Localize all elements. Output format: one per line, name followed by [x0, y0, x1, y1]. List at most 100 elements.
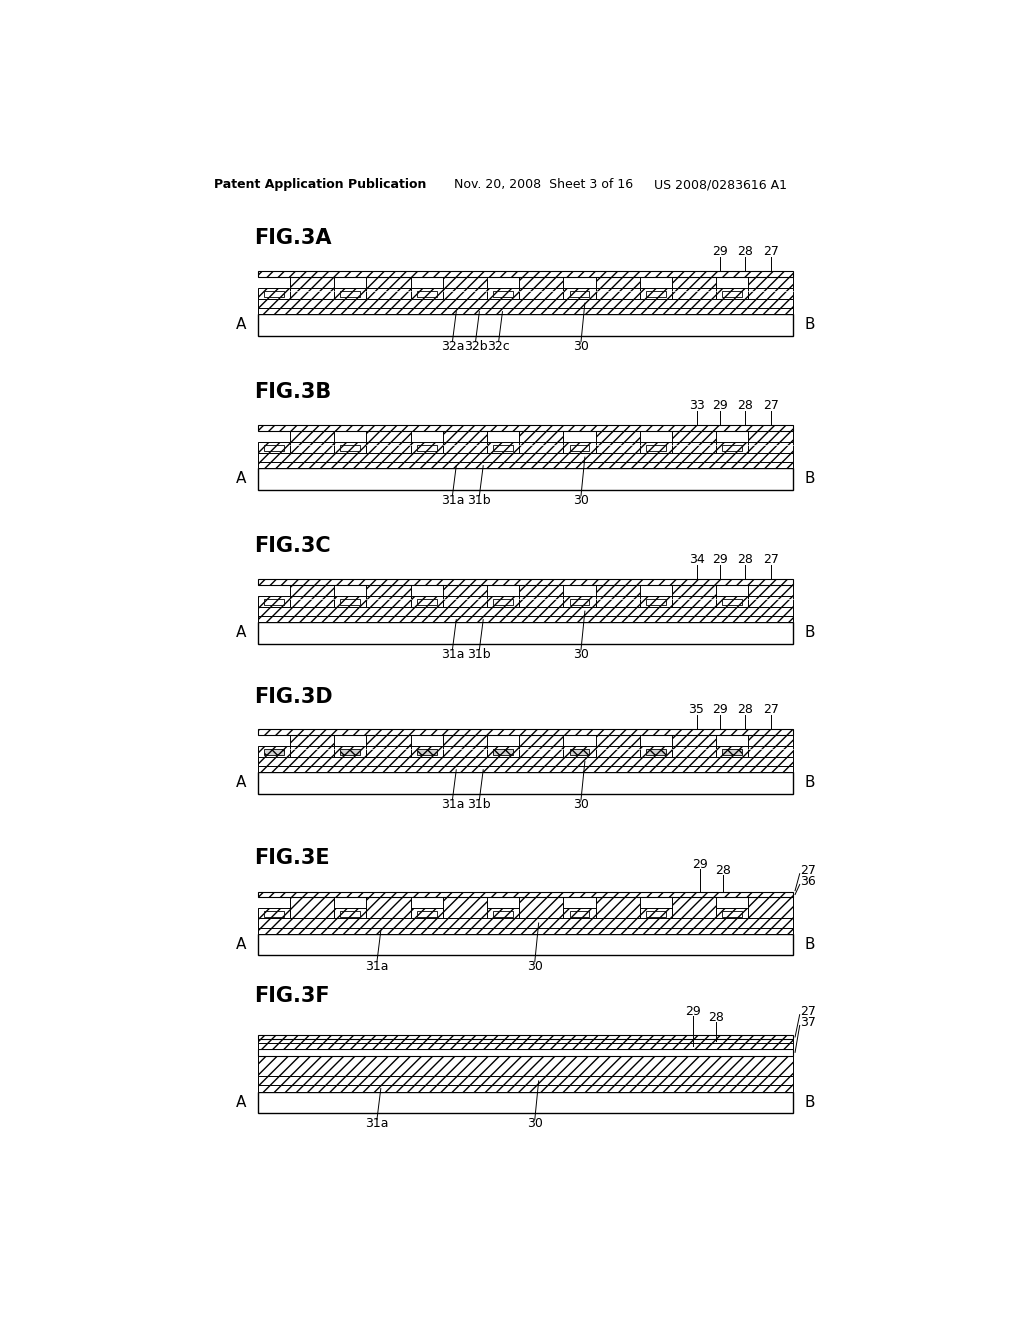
Bar [411, 442, 442, 453]
Bar [563, 288, 596, 298]
Text: 34: 34 [688, 553, 705, 566]
Bar [264, 599, 284, 605]
Bar [646, 445, 666, 451]
Bar [672, 442, 717, 453]
Text: 30: 30 [573, 648, 589, 661]
Bar [290, 595, 334, 607]
Text: 31b: 31b [468, 648, 492, 661]
Text: 27: 27 [801, 865, 816, 878]
Bar [258, 1048, 793, 1056]
Text: B: B [805, 626, 815, 640]
Bar [258, 469, 793, 490]
Bar [290, 746, 334, 756]
Text: B: B [805, 775, 815, 791]
Bar [258, 1043, 793, 1048]
Bar [494, 290, 513, 297]
Bar [487, 908, 519, 919]
Bar [258, 746, 290, 756]
Bar [340, 911, 360, 917]
Bar [640, 288, 672, 298]
Bar [417, 599, 436, 605]
Text: 32c: 32c [487, 339, 510, 352]
Bar [640, 908, 672, 919]
Text: 31b: 31b [468, 494, 492, 507]
Text: 32a: 32a [440, 339, 464, 352]
Bar [494, 599, 513, 605]
Bar [258, 1092, 793, 1113]
Bar [367, 585, 411, 595]
Bar [367, 430, 411, 442]
Bar [258, 1056, 793, 1076]
Bar [569, 748, 590, 755]
Text: A: A [236, 1094, 246, 1110]
Bar [258, 928, 793, 933]
Bar [411, 746, 442, 756]
Bar [722, 748, 742, 755]
Bar [563, 595, 596, 607]
Bar [258, 615, 793, 622]
Bar [258, 729, 793, 735]
Bar [258, 756, 793, 766]
Text: 28: 28 [737, 553, 753, 566]
Bar [290, 896, 334, 919]
Bar [258, 892, 793, 896]
Text: Nov. 20, 2008  Sheet 3 of 16: Nov. 20, 2008 Sheet 3 of 16 [454, 178, 633, 191]
Bar [672, 746, 717, 756]
Bar [672, 896, 717, 919]
Bar [487, 595, 519, 607]
Text: 29: 29 [692, 858, 709, 871]
Bar [258, 595, 290, 607]
Bar [442, 735, 487, 746]
Text: 29: 29 [712, 553, 727, 566]
Text: FIG.3F: FIG.3F [254, 986, 330, 1006]
Bar [487, 442, 519, 453]
Bar [487, 746, 519, 756]
Bar [717, 442, 749, 453]
Text: 27: 27 [763, 704, 779, 717]
Bar [563, 746, 596, 756]
Bar [494, 748, 513, 755]
Bar [258, 298, 793, 308]
Bar [749, 288, 793, 298]
Text: 30: 30 [573, 494, 589, 507]
Text: A: A [236, 937, 246, 952]
Bar [722, 290, 742, 297]
Text: Patent Application Publication: Patent Application Publication [214, 178, 426, 191]
Bar [258, 288, 290, 298]
Bar [290, 735, 334, 746]
Bar [258, 308, 793, 314]
Text: 27: 27 [763, 399, 779, 412]
Bar [340, 599, 360, 605]
Bar [596, 746, 640, 756]
Bar [722, 445, 742, 451]
Bar [596, 288, 640, 298]
Bar [519, 896, 563, 919]
Bar [672, 430, 717, 442]
Bar [717, 746, 749, 756]
Bar [340, 445, 360, 451]
Text: B: B [805, 317, 815, 333]
Bar [290, 442, 334, 453]
Bar [442, 896, 487, 919]
Bar [487, 288, 519, 298]
Text: 37: 37 [801, 1016, 816, 1028]
Text: 28: 28 [716, 865, 731, 878]
Bar [411, 595, 442, 607]
Bar [519, 288, 563, 298]
Bar [640, 442, 672, 453]
Bar [749, 585, 793, 595]
Bar [258, 462, 793, 469]
Bar [417, 748, 436, 755]
Bar [442, 288, 487, 298]
Bar [442, 746, 487, 756]
Bar [367, 442, 411, 453]
Bar [672, 735, 717, 746]
Text: A: A [236, 775, 246, 791]
Text: B: B [805, 471, 815, 486]
Bar [569, 445, 590, 451]
Bar [519, 595, 563, 607]
Bar [717, 908, 749, 919]
Bar [672, 585, 717, 595]
Text: 33: 33 [688, 399, 705, 412]
Text: 27: 27 [763, 553, 779, 566]
